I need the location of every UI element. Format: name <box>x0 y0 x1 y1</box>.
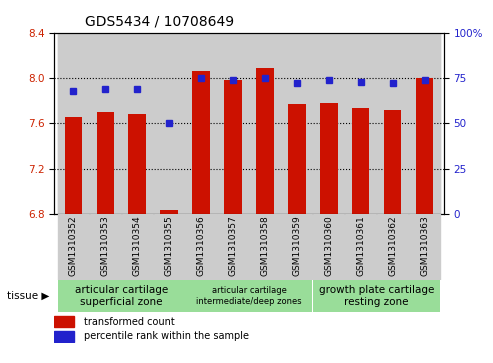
Bar <box>416 78 433 214</box>
Bar <box>313 33 345 214</box>
Bar <box>160 209 178 214</box>
Bar <box>320 103 338 214</box>
Text: GSM1310353: GSM1310353 <box>101 216 110 276</box>
Bar <box>384 110 401 214</box>
Text: GSM1310355: GSM1310355 <box>165 216 174 276</box>
Text: GSM1310361: GSM1310361 <box>356 216 365 276</box>
Text: GSM1310359: GSM1310359 <box>292 216 301 276</box>
Text: transformed count: transformed count <box>84 317 175 327</box>
Text: GSM1310360: GSM1310360 <box>324 216 333 276</box>
Text: tissue ▶: tissue ▶ <box>7 291 49 301</box>
Bar <box>58 33 89 214</box>
Bar <box>185 280 313 311</box>
Bar <box>129 114 146 214</box>
Bar <box>377 214 408 280</box>
Bar <box>377 33 408 214</box>
Bar <box>345 33 376 214</box>
Text: GSM1310363: GSM1310363 <box>420 216 429 276</box>
Text: GSM1310362: GSM1310362 <box>388 216 397 276</box>
Text: GSM1310358: GSM1310358 <box>260 216 270 276</box>
Bar <box>416 78 433 214</box>
Bar <box>90 214 121 280</box>
Bar <box>409 33 440 214</box>
Bar <box>97 112 114 214</box>
Bar <box>65 117 82 214</box>
Bar <box>352 107 369 214</box>
Bar <box>122 33 153 214</box>
Bar <box>288 104 306 214</box>
Bar <box>313 280 440 311</box>
Text: growth plate cartilage
resting zone: growth plate cartilage resting zone <box>319 285 434 307</box>
Text: articular cartilage
superficial zone: articular cartilage superficial zone <box>74 285 168 307</box>
Bar <box>224 80 242 214</box>
Bar <box>224 80 242 214</box>
Bar <box>384 110 401 214</box>
Text: GSM1310357: GSM1310357 <box>228 216 238 276</box>
Bar <box>281 33 313 214</box>
Bar <box>54 331 74 342</box>
Bar <box>58 214 89 280</box>
Bar <box>345 33 376 214</box>
Text: percentile rank within the sample: percentile rank within the sample <box>84 331 249 341</box>
Bar <box>256 68 274 214</box>
Bar <box>54 316 74 327</box>
Bar <box>377 33 408 214</box>
Bar <box>153 214 185 280</box>
Bar <box>192 71 210 214</box>
Bar <box>249 33 281 214</box>
Bar <box>153 33 185 214</box>
Bar <box>122 33 153 214</box>
Bar <box>288 104 306 214</box>
Bar <box>129 114 146 214</box>
Text: articular cartilage
intermediate/deep zones: articular cartilage intermediate/deep zo… <box>196 286 302 306</box>
Bar <box>217 33 248 214</box>
Bar <box>90 33 121 214</box>
Bar <box>281 214 313 280</box>
Bar <box>192 71 210 214</box>
Bar <box>185 33 217 214</box>
Bar <box>160 209 178 214</box>
Bar <box>320 103 338 214</box>
Bar <box>153 33 185 214</box>
Text: GSM1310352: GSM1310352 <box>69 216 78 276</box>
Bar <box>122 214 153 280</box>
Bar <box>345 214 376 280</box>
Text: GDS5434 / 10708649: GDS5434 / 10708649 <box>85 15 235 29</box>
Bar <box>313 33 345 214</box>
Bar <box>58 33 89 214</box>
Bar <box>90 33 121 214</box>
Bar <box>249 33 281 214</box>
Bar <box>185 214 217 280</box>
Bar <box>313 214 345 280</box>
Bar <box>256 68 274 214</box>
Bar <box>352 107 369 214</box>
Bar <box>409 214 440 280</box>
Bar <box>58 280 185 311</box>
Text: GSM1310354: GSM1310354 <box>133 216 141 276</box>
Bar <box>281 33 313 214</box>
Bar <box>217 214 248 280</box>
Bar <box>409 33 440 214</box>
Bar <box>97 112 114 214</box>
Bar <box>65 117 82 214</box>
Bar <box>185 33 217 214</box>
Text: GSM1310356: GSM1310356 <box>197 216 206 276</box>
Bar <box>249 214 281 280</box>
Bar <box>217 33 248 214</box>
